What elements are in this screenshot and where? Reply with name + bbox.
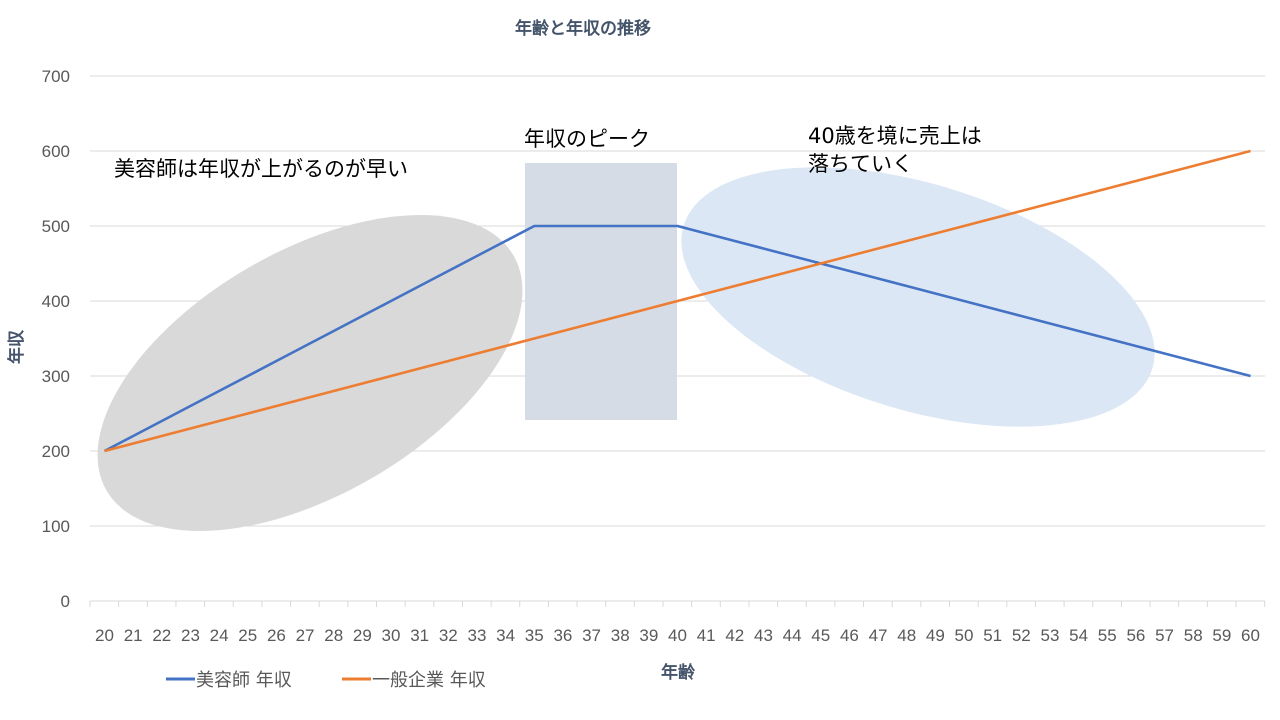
y-tick-label: 100 bbox=[42, 517, 70, 536]
x-tick-label: 28 bbox=[324, 626, 343, 645]
annotation-peak: 年収のピーク bbox=[524, 127, 650, 151]
y-axis-title: 年収 bbox=[6, 329, 27, 364]
x-tick-label: 33 bbox=[467, 626, 486, 645]
x-tick-label: 36 bbox=[553, 626, 572, 645]
x-tick-label: 24 bbox=[210, 626, 229, 645]
x-tick-label: 55 bbox=[1098, 626, 1117, 645]
x-tick-label: 37 bbox=[582, 626, 601, 645]
x-tick-label: 26 bbox=[267, 626, 286, 645]
x-tick-label: 32 bbox=[439, 626, 458, 645]
x-tick-label: 21 bbox=[124, 626, 143, 645]
x-tick-label: 53 bbox=[1040, 626, 1059, 645]
x-tick-label: 39 bbox=[639, 626, 658, 645]
x-tick-label: 35 bbox=[525, 626, 544, 645]
legend: 美容師 年収 一般企業 年収 bbox=[166, 670, 486, 691]
y-tick-label: 300 bbox=[42, 367, 70, 386]
series-lines bbox=[103, 149, 1251, 453]
x-tick-labels: 20 21 22 23 24 25 26 27 28 29 30 31 32 33 34 35 36 37 38 39… bbox=[95, 626, 1260, 645]
x-tick-label: 56 bbox=[1126, 626, 1145, 645]
x-axis-title: 年齢 bbox=[661, 662, 696, 683]
chart-title: 年齢と年収の推移 bbox=[515, 18, 651, 39]
x-tick-label: 51 bbox=[983, 626, 1002, 645]
x-tick-label: 34 bbox=[496, 626, 515, 645]
x-tick-label: 20 bbox=[95, 626, 114, 645]
x-tick-label: 50 bbox=[955, 626, 974, 645]
x-tick-label: 40 bbox=[668, 626, 687, 645]
annotation-early: 美容師は年収が上がるのが早い bbox=[114, 157, 408, 181]
annotation-decline-line2: 落ちていく bbox=[808, 152, 913, 176]
y-tick-label: 700 bbox=[42, 67, 70, 86]
x-tick-label: 54 bbox=[1069, 626, 1088, 645]
x-tick-label: 31 bbox=[410, 626, 429, 645]
y-tick-label: 500 bbox=[42, 217, 70, 236]
x-tick-label: 42 bbox=[725, 626, 744, 645]
x-tick-label: 29 bbox=[353, 626, 372, 645]
x-tick-label: 38 bbox=[611, 626, 630, 645]
legend-label-biyoshi: 美容師 年収 bbox=[196, 670, 292, 691]
x-tick-label: 52 bbox=[1012, 626, 1031, 645]
series-line-0 bbox=[103, 224, 1251, 453]
x-tick-label: 30 bbox=[382, 626, 401, 645]
x-tick-label: 48 bbox=[897, 626, 916, 645]
x-tick-label: 57 bbox=[1155, 626, 1174, 645]
x-tick-label: 44 bbox=[783, 626, 802, 645]
legend-label-ippan-kigyo: 一般企業 年収 bbox=[372, 670, 486, 691]
y-tick-label: 200 bbox=[42, 442, 70, 461]
y-tick-label: 400 bbox=[42, 292, 70, 311]
early-rise-highlight bbox=[97, 214, 523, 532]
x-tick-label: 27 bbox=[296, 626, 315, 645]
annotation-decline-line1: 40歳を境に売上は bbox=[808, 124, 982, 148]
x-tick-label: 59 bbox=[1212, 626, 1231, 645]
x-tick-label: 47 bbox=[869, 626, 888, 645]
y-tick-label: 0 bbox=[61, 592, 70, 611]
y-tick-labels: 0 100 200 300 400 500 600 700 bbox=[42, 67, 70, 611]
x-tick-label: 43 bbox=[754, 626, 773, 645]
x-tick-label: 49 bbox=[926, 626, 945, 645]
series-line-1 bbox=[104, 149, 1251, 453]
x-tick-label: 45 bbox=[811, 626, 830, 645]
x-tick-label: 25 bbox=[238, 626, 257, 645]
x-axis bbox=[89, 600, 1266, 607]
x-tick-label: 60 bbox=[1241, 626, 1260, 645]
decline-highlight bbox=[681, 167, 1155, 427]
x-tick-label: 41 bbox=[697, 626, 716, 645]
x-tick-label: 22 bbox=[152, 626, 171, 645]
y-tick-label: 600 bbox=[42, 142, 70, 161]
x-tick-label: 58 bbox=[1184, 626, 1203, 645]
x-tick-label: 23 bbox=[181, 626, 200, 645]
peak-highlight-box bbox=[525, 163, 677, 420]
x-tick-label: 46 bbox=[840, 626, 859, 645]
